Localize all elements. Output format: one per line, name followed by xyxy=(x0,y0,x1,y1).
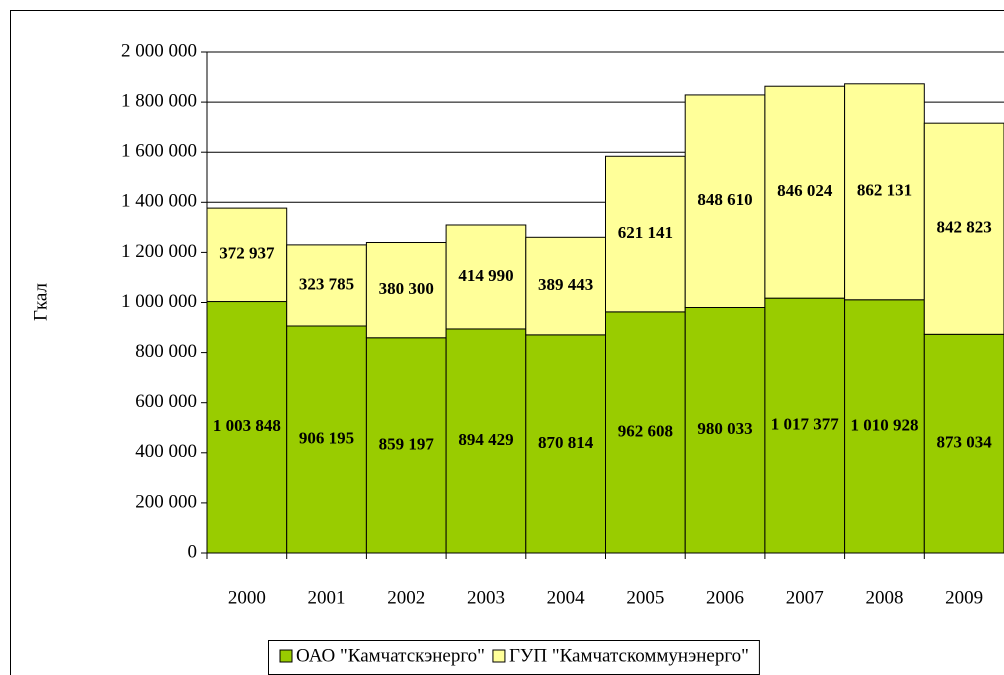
value-label: 1 017 377 xyxy=(771,414,840,433)
x-tick-label: 2003 xyxy=(467,587,505,608)
value-label: 389 443 xyxy=(538,275,593,294)
value-label: 842 823 xyxy=(937,218,992,237)
value-label: 962 608 xyxy=(618,421,673,440)
value-label: 414 990 xyxy=(458,266,513,285)
value-label: 873 034 xyxy=(937,433,993,452)
value-label: 1 010 928 xyxy=(850,415,918,434)
value-label: 372 937 xyxy=(219,244,275,263)
bar-segment xyxy=(445,224,527,330)
x-tick-label: 2009 xyxy=(945,587,983,608)
value-label: 380 300 xyxy=(379,279,434,298)
bar-segment xyxy=(445,328,527,554)
x-tick-label: 2007 xyxy=(786,587,824,608)
bar-segment xyxy=(365,242,447,339)
bar-segment xyxy=(844,299,925,554)
x-tick-label: 2002 xyxy=(387,587,425,608)
y-tick-label: 400 000 xyxy=(135,441,197,462)
bar-segment xyxy=(844,83,925,301)
value-label: 906 195 xyxy=(299,428,354,447)
y-tick-label: 800 000 xyxy=(135,341,197,362)
x-tick-label: 2008 xyxy=(865,587,903,608)
value-label: 323 785 xyxy=(299,274,354,293)
value-label: 862 131 xyxy=(857,181,912,200)
bar-segment xyxy=(206,301,288,554)
value-label: 894 429 xyxy=(458,430,513,449)
bar-segment xyxy=(525,334,606,554)
bar-segment xyxy=(286,244,367,327)
bar-segment xyxy=(365,337,447,554)
y-tick-label: 2 000 000 xyxy=(121,40,197,61)
value-label: 870 814 xyxy=(538,433,594,452)
bar-segment xyxy=(684,94,766,309)
value-label: 846 024 xyxy=(777,181,833,200)
legend-swatch xyxy=(279,649,293,663)
value-label: 848 610 xyxy=(697,190,752,209)
y-tick-label: 1 000 000 xyxy=(121,291,197,312)
legend: ОАО "Камчатскэнерго" ГУП "Камчатскоммунэн… xyxy=(268,640,760,675)
x-tick-label: 2005 xyxy=(626,587,664,608)
y-tick-label: 0 xyxy=(188,541,198,562)
y-tick-label: 200 000 xyxy=(135,491,197,512)
legend-box xyxy=(268,640,760,675)
bar-segment xyxy=(923,122,1004,335)
legend-label: ГУП "Камчатскоммунэнерго" xyxy=(509,645,749,666)
bar-segment xyxy=(525,236,606,336)
value-label: 980 033 xyxy=(697,419,752,438)
bar-segment xyxy=(923,333,1004,554)
x-tick-label: 2006 xyxy=(706,587,744,608)
bar-segment xyxy=(286,325,367,554)
legend-swatch xyxy=(492,649,506,663)
value-label: 1 003 848 xyxy=(213,416,281,435)
x-tick-label: 2000 xyxy=(228,587,266,608)
bar-segment xyxy=(764,85,846,299)
y-tick-label: 1 600 000 xyxy=(121,141,197,162)
bar-segment xyxy=(684,307,766,554)
bar-segment xyxy=(764,297,846,554)
x-tick-label: 2004 xyxy=(547,587,586,608)
y-axis-label: Гкал xyxy=(30,282,51,321)
bar-segment xyxy=(605,155,686,313)
y-tick-label: 600 000 xyxy=(135,391,197,412)
y-tick-label: 1 400 000 xyxy=(121,191,197,212)
y-tick-label: 1 800 000 xyxy=(121,90,197,111)
x-tick-label: 2001 xyxy=(308,587,346,608)
value-label: 859 197 xyxy=(379,434,435,453)
y-tick-label: 1 200 000 xyxy=(121,241,197,262)
chart-frame xyxy=(10,10,1004,675)
value-label: 621 141 xyxy=(618,223,673,242)
legend-label: ОАО "Камчатскэнерго" xyxy=(296,645,485,666)
